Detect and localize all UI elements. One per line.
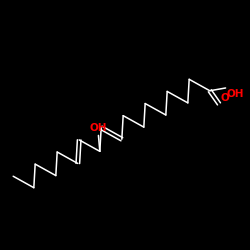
Text: O: O <box>220 93 229 103</box>
Text: OH: OH <box>90 124 107 134</box>
Text: OH: OH <box>226 89 244 99</box>
